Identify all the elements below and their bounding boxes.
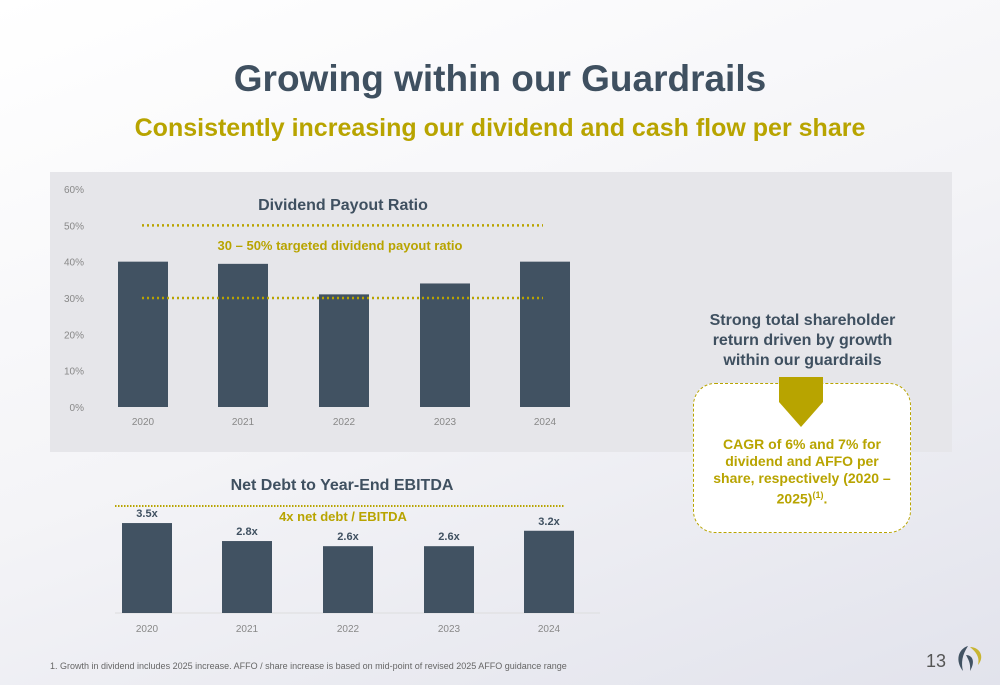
x-tick-label: 2024 — [538, 624, 561, 635]
data-label: 2.6x — [438, 531, 460, 543]
cagr-text-end: . — [823, 490, 828, 507]
bar-2024 — [520, 261, 570, 407]
x-tick-label: 2022 — [333, 417, 356, 428]
x-tick-label: 2022 — [337, 624, 360, 635]
cagr-text: CAGR of 6% and 7% for dividend and AFFO … — [713, 436, 891, 507]
footnote: 1. Growth in dividend includes 2025 incr… — [50, 661, 567, 671]
bar-2020 — [122, 523, 172, 613]
bar-2023 — [420, 283, 470, 407]
y-tick-label: 60% — [64, 185, 84, 196]
data-label: 3.2x — [538, 516, 560, 528]
bar-2021 — [218, 263, 268, 407]
chart-title: Dividend Payout Ratio — [258, 197, 428, 214]
x-tick-label: 2023 — [434, 417, 457, 428]
x-tick-label: 2020 — [136, 624, 159, 635]
x-tick-label: 2024 — [534, 417, 557, 428]
cagr-callout-text: CAGR of 6% and 7% for dividend and AFFO … — [710, 436, 894, 508]
bar-2021 — [222, 541, 272, 613]
footnote-ref: (1) — [812, 490, 824, 500]
x-tick-label: 2023 — [438, 624, 461, 635]
y-tick-label: 10% — [64, 367, 84, 378]
company-logo-icon — [958, 646, 982, 671]
y-tick-label: 30% — [64, 294, 84, 305]
x-tick-label: 2021 — [232, 417, 255, 428]
y-tick-label: 40% — [64, 258, 84, 269]
chart-title: Net Debt to Year-End EBITDA — [231, 477, 454, 494]
x-tick-label: 2020 — [132, 417, 155, 428]
data-label: 2.6x — [337, 531, 359, 543]
target-annotation: 4x net debt / EBITDA — [279, 509, 407, 524]
bar-2023 — [424, 546, 474, 613]
bar-2020 — [118, 261, 168, 407]
slide-title: Growing within our Guardrails — [233, 58, 767, 99]
y-tick-label: 50% — [64, 221, 84, 232]
bar-2022 — [323, 546, 373, 613]
data-label: 2.8x — [236, 526, 258, 538]
y-tick-label: 0% — [70, 403, 85, 414]
bar-2022 — [319, 294, 369, 407]
bar-2024 — [524, 530, 574, 613]
page-number: 13 — [926, 651, 947, 671]
data-label: 3.5x — [136, 508, 158, 520]
slide-subtitle: Consistently increasing our dividend and… — [134, 114, 866, 142]
x-tick-label: 2021 — [236, 624, 259, 635]
y-tick-label: 20% — [64, 330, 84, 341]
side-callout-text: Strong total shareholder return driven b… — [709, 312, 896, 369]
target-annotation: 30 – 50% targeted dividend payout ratio — [218, 238, 463, 253]
